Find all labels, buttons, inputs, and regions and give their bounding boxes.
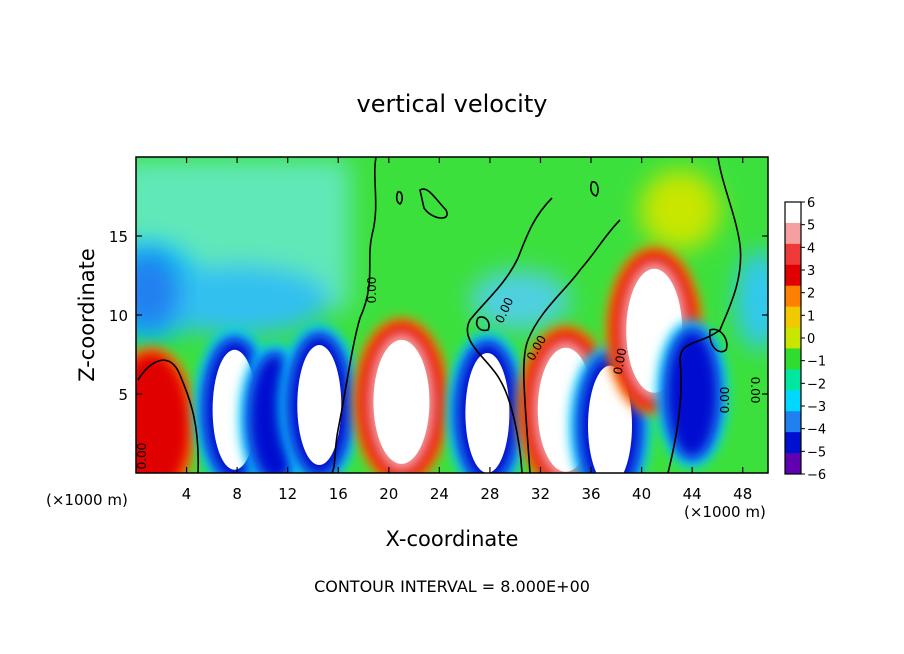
updraft-cell xyxy=(373,339,430,464)
colorbar-tick-label: −6 xyxy=(807,468,826,483)
contour-label: 0.00 xyxy=(611,347,629,376)
y-tick-label: 15 xyxy=(109,228,128,246)
x-tick-label: 48 xyxy=(733,485,752,503)
zero-contour xyxy=(708,328,728,353)
x-axis: 4 8 12 16 20 24 28 32 36 40 44 48 xyxy=(182,157,752,503)
updraft-cell xyxy=(136,352,190,473)
colorbar-segment xyxy=(785,243,801,266)
colorbar-segment xyxy=(785,222,801,245)
y-axis-title: Z-coordinate xyxy=(75,248,99,382)
colorbar: 6 5 4 3 2 1 0 −1 −2 −3 −4 −5 −6 xyxy=(784,196,826,483)
colorbar-segment xyxy=(785,327,801,349)
x-unit-left: (×1000 m) xyxy=(46,491,128,509)
zero-contour xyxy=(475,316,490,332)
zero-contour xyxy=(419,188,448,219)
colorbar-segment xyxy=(785,285,801,308)
feature-layer xyxy=(136,246,728,473)
weak-downdraft-cell xyxy=(136,251,179,332)
colorbar-tick-label: 1 xyxy=(807,309,815,324)
x-tick-label: 44 xyxy=(683,485,702,503)
zero-contour xyxy=(331,157,377,473)
x-tick-label: 32 xyxy=(531,485,550,503)
colorbar-segment xyxy=(785,390,801,412)
zero-contour xyxy=(523,219,621,473)
zero-contour xyxy=(590,181,599,197)
y-axis: 5 10 15 xyxy=(109,228,768,404)
plot-area: 0.00 0.00 0.00 0.00 0.00 0.00 0.00 xyxy=(135,157,768,473)
colorbar-tick-label: −1 xyxy=(807,355,826,370)
downdraft-cell xyxy=(588,365,632,473)
colorbar-tick-label: 5 xyxy=(807,219,815,234)
colorbar-segment xyxy=(785,453,801,475)
colorbar-segment xyxy=(785,348,801,370)
x-tick-label: 16 xyxy=(329,485,348,503)
colorbar-segment xyxy=(785,432,801,454)
colorbar-tick-label: 0 xyxy=(807,332,815,347)
colorbar-segment xyxy=(785,411,801,433)
zero-contour xyxy=(667,157,742,473)
downdraft-cell xyxy=(297,345,342,466)
colorbar-tick-label: −5 xyxy=(807,445,826,460)
colorbar-tick-label: −4 xyxy=(807,423,826,438)
colorbar-tick-label: 2 xyxy=(807,287,815,302)
downdraft-cell xyxy=(465,352,510,473)
colorbar-segment xyxy=(785,306,801,329)
contour-label: 0.00 xyxy=(748,377,762,404)
x-tick-label: 36 xyxy=(581,485,600,503)
contour-label: 0.00 xyxy=(718,387,732,414)
x-tick-label: 40 xyxy=(632,485,651,503)
contour-label: 0.00 xyxy=(135,443,149,470)
colorbar-tick-label: 4 xyxy=(807,241,815,256)
chart-title: vertical velocity xyxy=(357,90,548,118)
colorbar-segment xyxy=(785,369,801,391)
x-unit-right: (×1000 m) xyxy=(684,503,766,521)
field-shading xyxy=(136,160,768,350)
x-tick-label: 8 xyxy=(232,485,242,503)
zero-contours xyxy=(137,157,742,473)
x-axis-title: X-coordinate xyxy=(386,527,519,551)
x-tick-label: 4 xyxy=(182,485,192,503)
zero-contour xyxy=(137,359,200,473)
x-tick-label: 12 xyxy=(278,485,297,503)
contour-interval-note: CONTOUR INTERVAL = 8.000E+00 xyxy=(314,577,590,596)
colorbar-tick-label: 6 xyxy=(807,196,815,211)
downdraft-cell xyxy=(666,330,718,458)
contour-label: 0.00 xyxy=(365,277,379,304)
colorbar-tick-label: −3 xyxy=(807,400,826,415)
x-tick-label: 28 xyxy=(480,485,499,503)
colorbar-segment xyxy=(785,264,801,287)
y-tick-label: 5 xyxy=(118,386,128,404)
x-tick-label: 24 xyxy=(430,485,449,503)
y-tick-label: 10 xyxy=(109,307,128,325)
zero-contour xyxy=(466,197,553,473)
zero-contour xyxy=(395,190,403,205)
x-tick-label: 20 xyxy=(379,485,398,503)
colorbar-tick-label: 3 xyxy=(807,264,815,279)
colorbar-segment xyxy=(785,202,801,224)
colorbar-tick-label: −2 xyxy=(807,377,826,392)
